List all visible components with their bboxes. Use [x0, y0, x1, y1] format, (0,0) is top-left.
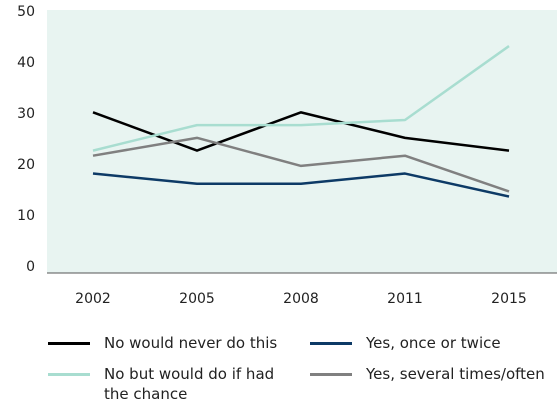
- y-tick-label-30: 30: [17, 106, 35, 122]
- y-tick-label-20: 20: [17, 157, 35, 173]
- legend-item-would-if-chance: No but would do if had the chance: [48, 364, 298, 408]
- legend-swatch-would-if-chance: [48, 373, 90, 376]
- x-tick-label-2002: 2002: [75, 291, 111, 307]
- plot-area: [47, 10, 557, 273]
- x-axis: 2002 2005 2008 2011 2015: [75, 291, 527, 307]
- legend-label-would-if-chance: No but would do if had the chance: [104, 365, 275, 403]
- legend-swatch-once-or-twice: [310, 342, 352, 345]
- legend-swatch-never: [48, 342, 90, 345]
- y-tick-label-50: 50: [17, 4, 35, 20]
- legend-item-several-times: Yes, several times/often: [310, 364, 548, 386]
- x-tick-label-2015: 2015: [491, 291, 527, 307]
- x-tick-label-2005: 2005: [179, 291, 215, 307]
- legend-label-once-or-twice: Yes, once or twice: [366, 334, 501, 352]
- legend-swatch-several-times: [310, 373, 352, 376]
- x-tick-label-2011: 2011: [387, 291, 423, 307]
- y-tick-label-0: 0: [26, 259, 35, 275]
- x-tick-label-2008: 2008: [283, 291, 319, 307]
- y-axis: 0 10 20 30 40 50: [17, 4, 35, 275]
- series-lines: [92, 45, 510, 198]
- legend-label-several-times: Yes, several times/often: [366, 365, 545, 383]
- y-tick-label-10: 10: [17, 208, 35, 224]
- legend-item-once-or-twice: Yes, once or twice: [310, 333, 548, 355]
- legend-label-never: No would never do this: [104, 334, 278, 352]
- y-tick-label-40: 40: [17, 55, 35, 71]
- legend-item-never: No would never do this: [48, 333, 298, 355]
